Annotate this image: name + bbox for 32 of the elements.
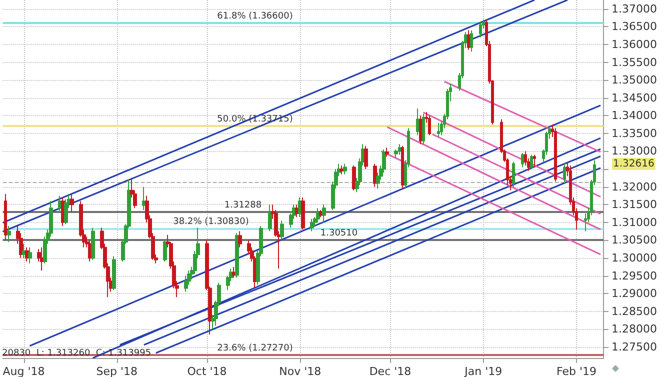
x-tick-label: Jan '19: [464, 365, 502, 377]
x-tick-label: Sep '18: [96, 365, 138, 377]
y-tick-label: 1.36500: [612, 20, 658, 34]
ref-line-label: 1.30510: [320, 228, 358, 238]
x-tick-label: Dec '18: [369, 365, 412, 377]
x-tick-label: Aug '18: [2, 365, 45, 377]
y-tick-label: 1.30500: [612, 234, 658, 247]
y-tick-label: 1.36000: [612, 38, 658, 51]
x-tick-label: Feb '19: [556, 365, 596, 377]
y-tick-label: 1.33500: [612, 126, 658, 140]
ref-line-label: 38.2% (1.30830): [173, 216, 249, 227]
ref-line-label: 61.8% (1.36600): [217, 12, 293, 22]
y-tick-label: 1.34500: [612, 91, 658, 104]
y-tick-label: 1.35000: [612, 74, 658, 87]
ref-line-label: 23.6% (1.27270): [217, 344, 293, 354]
y-tick-label: 1.29500: [612, 269, 658, 282]
y-tick-label: 1.27500: [612, 340, 658, 354]
x-tick-label: Nov '18: [279, 365, 322, 377]
y-tick-label: 1.30000: [612, 252, 658, 264]
y-tick-label: 1.34000: [612, 109, 658, 122]
ref-line-label: 1.31288: [224, 200, 262, 211]
y-tick-label: 1.31500: [612, 198, 658, 212]
y-tick-label: 1.32000: [612, 180, 658, 194]
y-tick-label: 1.35500: [612, 56, 658, 69]
y-tick-label: 1.29000: [612, 287, 658, 300]
y-tick-label: 1.33000: [612, 144, 658, 158]
x-tick-label: Oct '18: [187, 365, 227, 377]
y-tick-label: 1.28000: [612, 322, 658, 336]
annotation: 1.32616: [613, 158, 654, 170]
y-tick-label: 1.31000: [612, 216, 658, 229]
y-tick-label: 1.37000: [612, 2, 658, 16]
y-tick-label: 1.28500: [612, 304, 658, 318]
